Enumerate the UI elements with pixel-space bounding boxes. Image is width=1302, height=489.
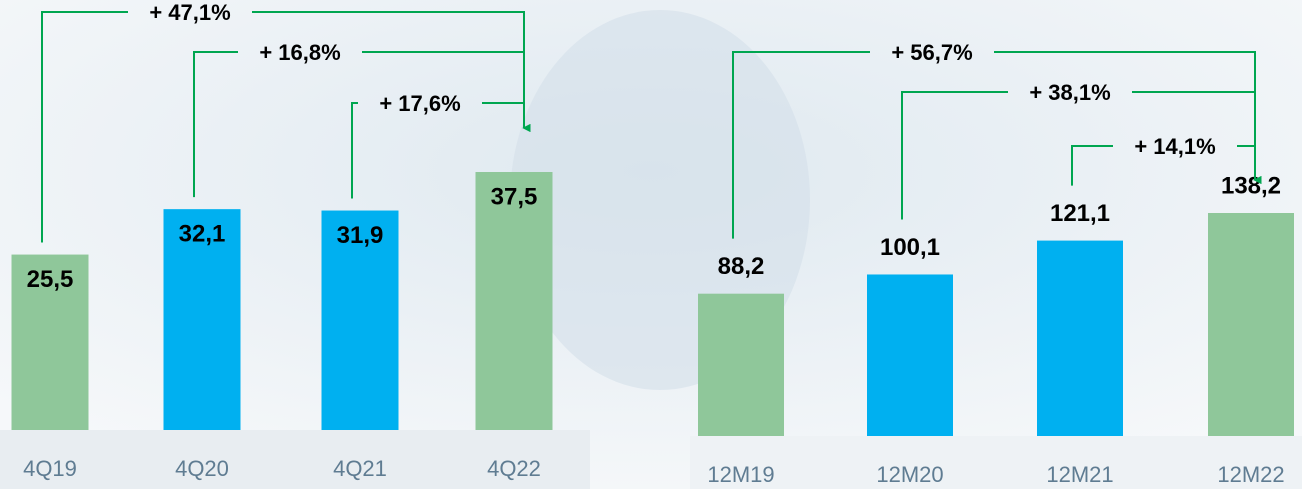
x-tick-label: 12M20 bbox=[876, 462, 943, 487]
bar bbox=[1208, 213, 1294, 436]
growth-annotation: + 38,1% bbox=[1029, 80, 1110, 105]
connector bbox=[1071, 145, 1113, 186]
value-label: 121,1 bbox=[1050, 200, 1110, 227]
connector bbox=[1237, 145, 1262, 184]
value-label: 32,1 bbox=[179, 220, 226, 247]
connector bbox=[482, 102, 531, 132]
bar bbox=[11, 254, 89, 430]
x-tick-label: 4Q22 bbox=[487, 456, 541, 481]
bar bbox=[1037, 240, 1123, 436]
connector bbox=[193, 51, 238, 198]
growth-annotation: + 47,1% bbox=[149, 0, 230, 25]
growth-annotation: + 14,1% bbox=[1134, 134, 1215, 159]
growth-annotation: + 56,7% bbox=[891, 40, 972, 65]
x-tick-label: 12M21 bbox=[1046, 462, 1113, 487]
value-label: 138,2 bbox=[1221, 172, 1281, 199]
value-label: 37,5 bbox=[491, 183, 538, 210]
floor-left bbox=[0, 430, 590, 489]
x-tick-label: 12M19 bbox=[707, 462, 774, 487]
bar bbox=[163, 209, 241, 430]
x-tick-label: 4Q20 bbox=[175, 456, 229, 481]
connector bbox=[732, 51, 870, 239]
x-tick-label: 4Q21 bbox=[333, 456, 387, 481]
connector bbox=[41, 11, 128, 243]
bar bbox=[475, 172, 553, 430]
bar bbox=[867, 274, 953, 436]
connector bbox=[351, 102, 358, 199]
connector bbox=[901, 91, 1008, 220]
x-tick-label: 12M22 bbox=[1217, 462, 1284, 487]
bar bbox=[321, 210, 399, 430]
growth-annotation: + 17,6% bbox=[379, 91, 460, 116]
x-tick-label: 4Q19 bbox=[23, 456, 77, 481]
value-label: 88,2 bbox=[718, 253, 765, 280]
value-label: 25,5 bbox=[27, 266, 74, 293]
floor-right bbox=[690, 436, 1302, 489]
growth-annotation: + 16,8% bbox=[259, 40, 340, 65]
value-label: 100,1 bbox=[880, 234, 940, 261]
bar bbox=[698, 293, 784, 436]
value-label: 31,9 bbox=[337, 222, 384, 249]
